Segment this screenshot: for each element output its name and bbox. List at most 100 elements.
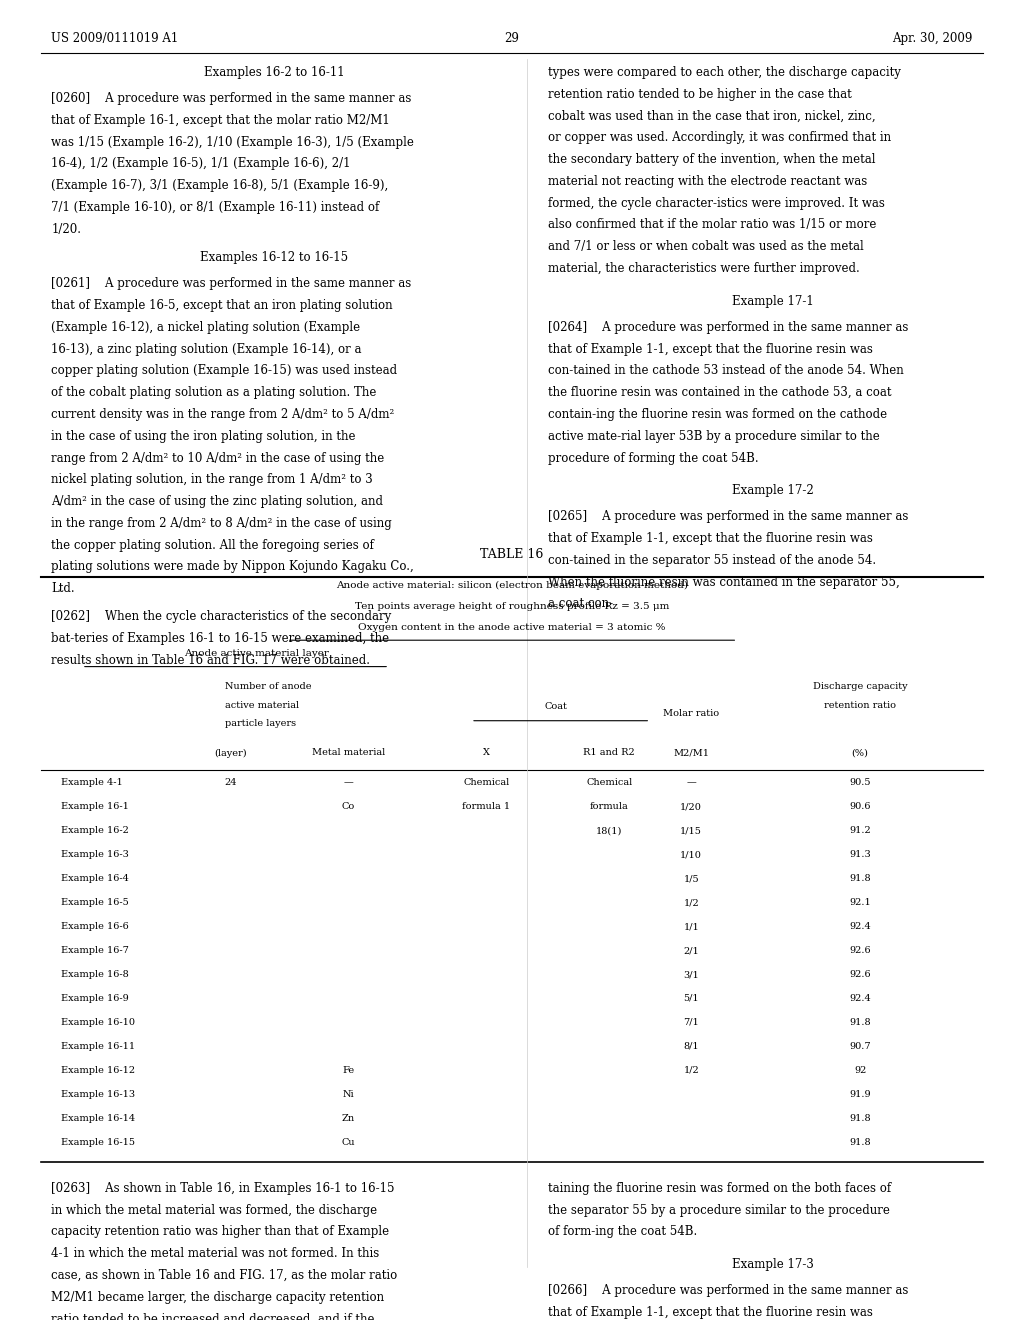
Text: Example 16-12: Example 16-12 [61,1065,135,1074]
Text: —: — [343,779,353,787]
Text: the secondary battery of the invention, when the metal: the secondary battery of the invention, … [548,153,876,166]
Text: Example 16-14: Example 16-14 [61,1114,135,1123]
Text: nickel plating solution, in the range from 1 A/dm² to 3: nickel plating solution, in the range fr… [51,474,373,486]
Text: Ltd.: Ltd. [51,582,75,595]
Text: Examples 16-2 to 16-11: Examples 16-2 to 16-11 [204,66,344,79]
Text: that of Example 1-1, except that the fluorine resin was: that of Example 1-1, except that the flu… [548,532,872,545]
Text: con-tained in the cathode 53 instead of the anode 54. When: con-tained in the cathode 53 instead of … [548,364,903,378]
Text: 1/5: 1/5 [683,874,699,883]
Text: current density was in the range from 2 A/dm² to 5 A/dm²: current density was in the range from 2 … [51,408,394,421]
Text: 91.2: 91.2 [849,826,871,836]
Text: 91.9: 91.9 [849,1090,871,1098]
Text: 3/1: 3/1 [683,970,699,979]
Text: [0265]    A procedure was performed in the same manner as: [0265] A procedure was performed in the … [548,511,908,523]
Text: Ni: Ni [342,1090,354,1098]
Text: in which the metal material was formed, the discharge: in which the metal material was formed, … [51,1204,377,1217]
Text: 90.7: 90.7 [849,1041,871,1051]
Text: formula 1: formula 1 [463,803,510,812]
Text: Example 16-3: Example 16-3 [61,850,129,859]
Text: of form-ing the coat 54B.: of form-ing the coat 54B. [548,1225,697,1238]
Text: 1/1: 1/1 [683,923,699,931]
Text: the fluorine resin was contained in the cathode 53, a coat: the fluorine resin was contained in the … [548,387,891,399]
Text: capacity retention ratio was higher than that of Example: capacity retention ratio was higher than… [51,1225,389,1238]
Text: cobalt was used than in the case that iron, nickel, zinc,: cobalt was used than in the case that ir… [548,110,876,123]
Text: Number of anode: Number of anode [225,682,311,692]
Text: 7/1 (Example 16-10), or 8/1 (Example 16-11) instead of: 7/1 (Example 16-10), or 8/1 (Example 16-… [51,201,380,214]
Text: case, as shown in Table 16 and FIG. 17, as the molar ratio: case, as shown in Table 16 and FIG. 17, … [51,1269,397,1282]
Text: [0261]    A procedure was performed in the same manner as: [0261] A procedure was performed in the … [51,277,412,290]
Text: Example 16-8: Example 16-8 [61,970,129,979]
Text: 90.5: 90.5 [850,779,870,787]
Text: Example 16-10: Example 16-10 [61,1018,135,1027]
Text: [0262]    When the cycle characteristics of the secondary: [0262] When the cycle characteristics of… [51,610,391,623]
Text: Example 16-13: Example 16-13 [61,1090,135,1098]
Text: Example 16-2: Example 16-2 [61,826,129,836]
Text: Example 17-2: Example 17-2 [732,484,814,498]
Text: taining the fluorine resin was formed on the both faces of: taining the fluorine resin was formed on… [548,1181,891,1195]
Text: formula: formula [590,803,629,812]
Text: Example 17-1: Example 17-1 [732,294,814,308]
Text: or copper was used. Accordingly, it was confirmed that in: or copper was used. Accordingly, it was … [548,131,891,144]
Text: that of Example 16-5, except that an iron plating solution: that of Example 16-5, except that an iro… [51,300,393,312]
Text: 1/2: 1/2 [683,898,699,907]
Text: Oxygen content in the anode active material = 3 atomic %: Oxygen content in the anode active mater… [358,623,666,632]
Text: Anode active material layer: Anode active material layer [184,649,329,659]
Text: 92.4: 92.4 [849,923,871,931]
Text: also confirmed that if the molar ratio was 1/15 or more: also confirmed that if the molar ratio w… [548,218,877,231]
Text: M2/M1 became larger, the discharge capacity retention: M2/M1 became larger, the discharge capac… [51,1291,384,1304]
Text: Molar ratio: Molar ratio [664,709,719,718]
Text: [0263]    As shown in Table 16, in Examples 16-1 to 16-15: [0263] As shown in Table 16, in Examples… [51,1181,394,1195]
Text: con-tained in the separator 55 instead of the anode 54.: con-tained in the separator 55 instead o… [548,554,876,566]
Text: (%): (%) [852,748,868,758]
Text: Example 17-3: Example 17-3 [732,1258,814,1271]
Text: (Example 16-7), 3/1 (Example 16-8), 5/1 (Example 16-9),: (Example 16-7), 3/1 (Example 16-8), 5/1 … [51,180,388,193]
Text: [0260]    A procedure was performed in the same manner as: [0260] A procedure was performed in the … [51,92,412,106]
Text: Discharge capacity: Discharge capacity [813,682,907,692]
Text: Apr. 30, 2009: Apr. 30, 2009 [893,32,973,45]
Text: material, the characteristics were further improved.: material, the characteristics were furth… [548,261,859,275]
Text: results shown in Table 16 and FIG. 17 were obtained.: results shown in Table 16 and FIG. 17 we… [51,653,371,667]
Text: 16-13), a zinc plating solution (Example 16-14), or a: 16-13), a zinc plating solution (Example… [51,343,361,355]
Text: material not reacting with the electrode reactant was: material not reacting with the electrode… [548,174,867,187]
Text: 8/1: 8/1 [683,1041,699,1051]
Text: [0264]    A procedure was performed in the same manner as: [0264] A procedure was performed in the … [548,321,908,334]
Text: ratio tended to be increased and decreased, and if the: ratio tended to be increased and decreas… [51,1312,375,1320]
Text: copper plating solution (Example 16-15) was used instead: copper plating solution (Example 16-15) … [51,364,397,378]
Text: Example 16-11: Example 16-11 [61,1041,135,1051]
Text: a coat con-: a coat con- [548,598,613,610]
Text: was 1/15 (Example 16-2), 1/10 (Example 16-3), 1/5 (Example: was 1/15 (Example 16-2), 1/10 (Example 1… [51,136,414,149]
Text: that of Example 16-1, except that the molar ratio M2/M1: that of Example 16-1, except that the mo… [51,114,390,127]
Text: Example 16-1: Example 16-1 [61,803,129,812]
Text: Coat: Coat [544,702,567,711]
Text: 1/15: 1/15 [680,826,702,836]
Text: Ten points average height of roughness profile Rz = 3.5 μm: Ten points average height of roughness p… [354,602,670,611]
Text: range from 2 A/dm² to 10 A/dm² in the case of using the: range from 2 A/dm² to 10 A/dm² in the ca… [51,451,384,465]
Text: (layer): (layer) [214,748,247,758]
Text: of the cobalt plating solution as a plating solution. The: of the cobalt plating solution as a plat… [51,387,377,399]
Text: in the case of using the iron plating solution, in the: in the case of using the iron plating so… [51,430,355,442]
Text: 16-4), 1/2 (Example 16-5), 1/1 (Example 16-6), 2/1: 16-4), 1/2 (Example 16-5), 1/1 (Example … [51,157,350,170]
Text: Cu: Cu [341,1138,355,1147]
Text: that of Example 1-1, except that the fluorine resin was: that of Example 1-1, except that the flu… [548,1305,872,1319]
Text: Chemical: Chemical [463,779,510,787]
Text: 91.8: 91.8 [849,1018,871,1027]
Text: Zn: Zn [342,1114,354,1123]
Text: active mate-rial layer 53B by a procedure similar to the: active mate-rial layer 53B by a procedur… [548,430,880,442]
Text: contain-ing the fluorine resin was formed on the cathode: contain-ing the fluorine resin was forme… [548,408,887,421]
Text: 1/20.: 1/20. [51,223,81,236]
Text: active material: active material [225,701,299,710]
Text: 91.8: 91.8 [849,1114,871,1123]
Text: 4-1 in which the metal material was not formed. In this: 4-1 in which the metal material was not … [51,1247,380,1261]
Text: —: — [686,779,696,787]
Text: Metal material: Metal material [311,748,385,758]
Text: 2/1: 2/1 [683,946,699,956]
Text: plating solutions were made by Nippon Kojundo Kagaku Co.,: plating solutions were made by Nippon Ko… [51,561,414,573]
Text: 24: 24 [224,779,237,787]
Text: Co: Co [342,803,354,812]
Text: (Example 16-12), a nickel plating solution (Example: (Example 16-12), a nickel plating soluti… [51,321,360,334]
Text: Example 16-15: Example 16-15 [61,1138,135,1147]
Text: 92.6: 92.6 [849,946,871,956]
Text: in the range from 2 A/dm² to 8 A/dm² in the case of using: in the range from 2 A/dm² to 8 A/dm² in … [51,517,392,529]
Text: the separator 55 by a procedure similar to the procedure: the separator 55 by a procedure similar … [548,1204,890,1217]
Text: that of Example 1-1, except that the fluorine resin was: that of Example 1-1, except that the flu… [548,343,872,355]
